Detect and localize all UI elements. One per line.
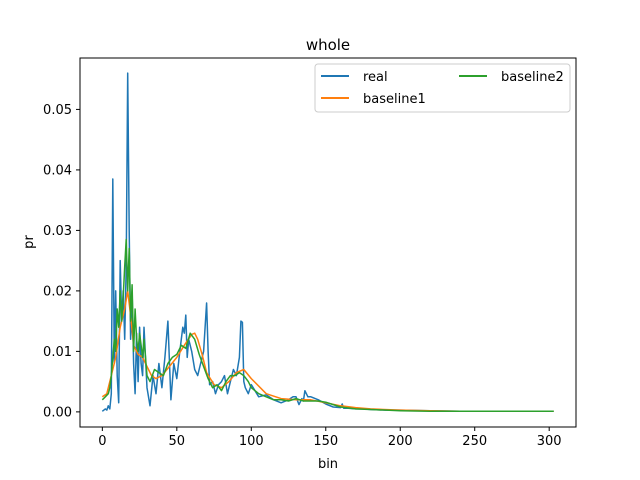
x-tick-label: 300: [537, 434, 562, 449]
y-tick-label: 0.00: [43, 405, 72, 420]
legend-box: [314, 63, 571, 113]
y-tick-label: 0.04: [43, 163, 72, 178]
x-axis-label: bin: [318, 457, 338, 472]
x-tick-label: 50: [169, 434, 186, 449]
series-line-baseline2: [101, 238, 554, 413]
x-tick-label: 0: [98, 434, 106, 449]
y-tick-label: 0.01: [43, 345, 72, 360]
y-axis-label: pr: [22, 235, 37, 249]
legend-label-real: real: [363, 70, 388, 85]
legend-label-baseline2: baseline2: [501, 70, 564, 85]
y-tick-label: 0.03: [43, 224, 72, 239]
y-tick-label: 0.05: [43, 103, 72, 118]
y-axis: 0.00 0.01 0.02 0.03 0.04 0.05: [43, 103, 80, 420]
x-tick-label: 200: [388, 434, 413, 449]
legend: real baseline1 baseline2: [314, 63, 571, 113]
plot-frame: [79, 57, 577, 428]
x-tick-label: 100: [239, 434, 264, 449]
y-tick-label: 0.02: [43, 284, 72, 299]
x-tick-label: 250: [462, 434, 487, 449]
legend-label-baseline1: baseline1: [363, 92, 426, 107]
chart-title: whole: [306, 36, 350, 54]
x-tick-label: 150: [313, 434, 338, 449]
x-axis: 0 50 100 150 200 250 300: [98, 427, 562, 449]
plot-lines: [101, 72, 554, 413]
